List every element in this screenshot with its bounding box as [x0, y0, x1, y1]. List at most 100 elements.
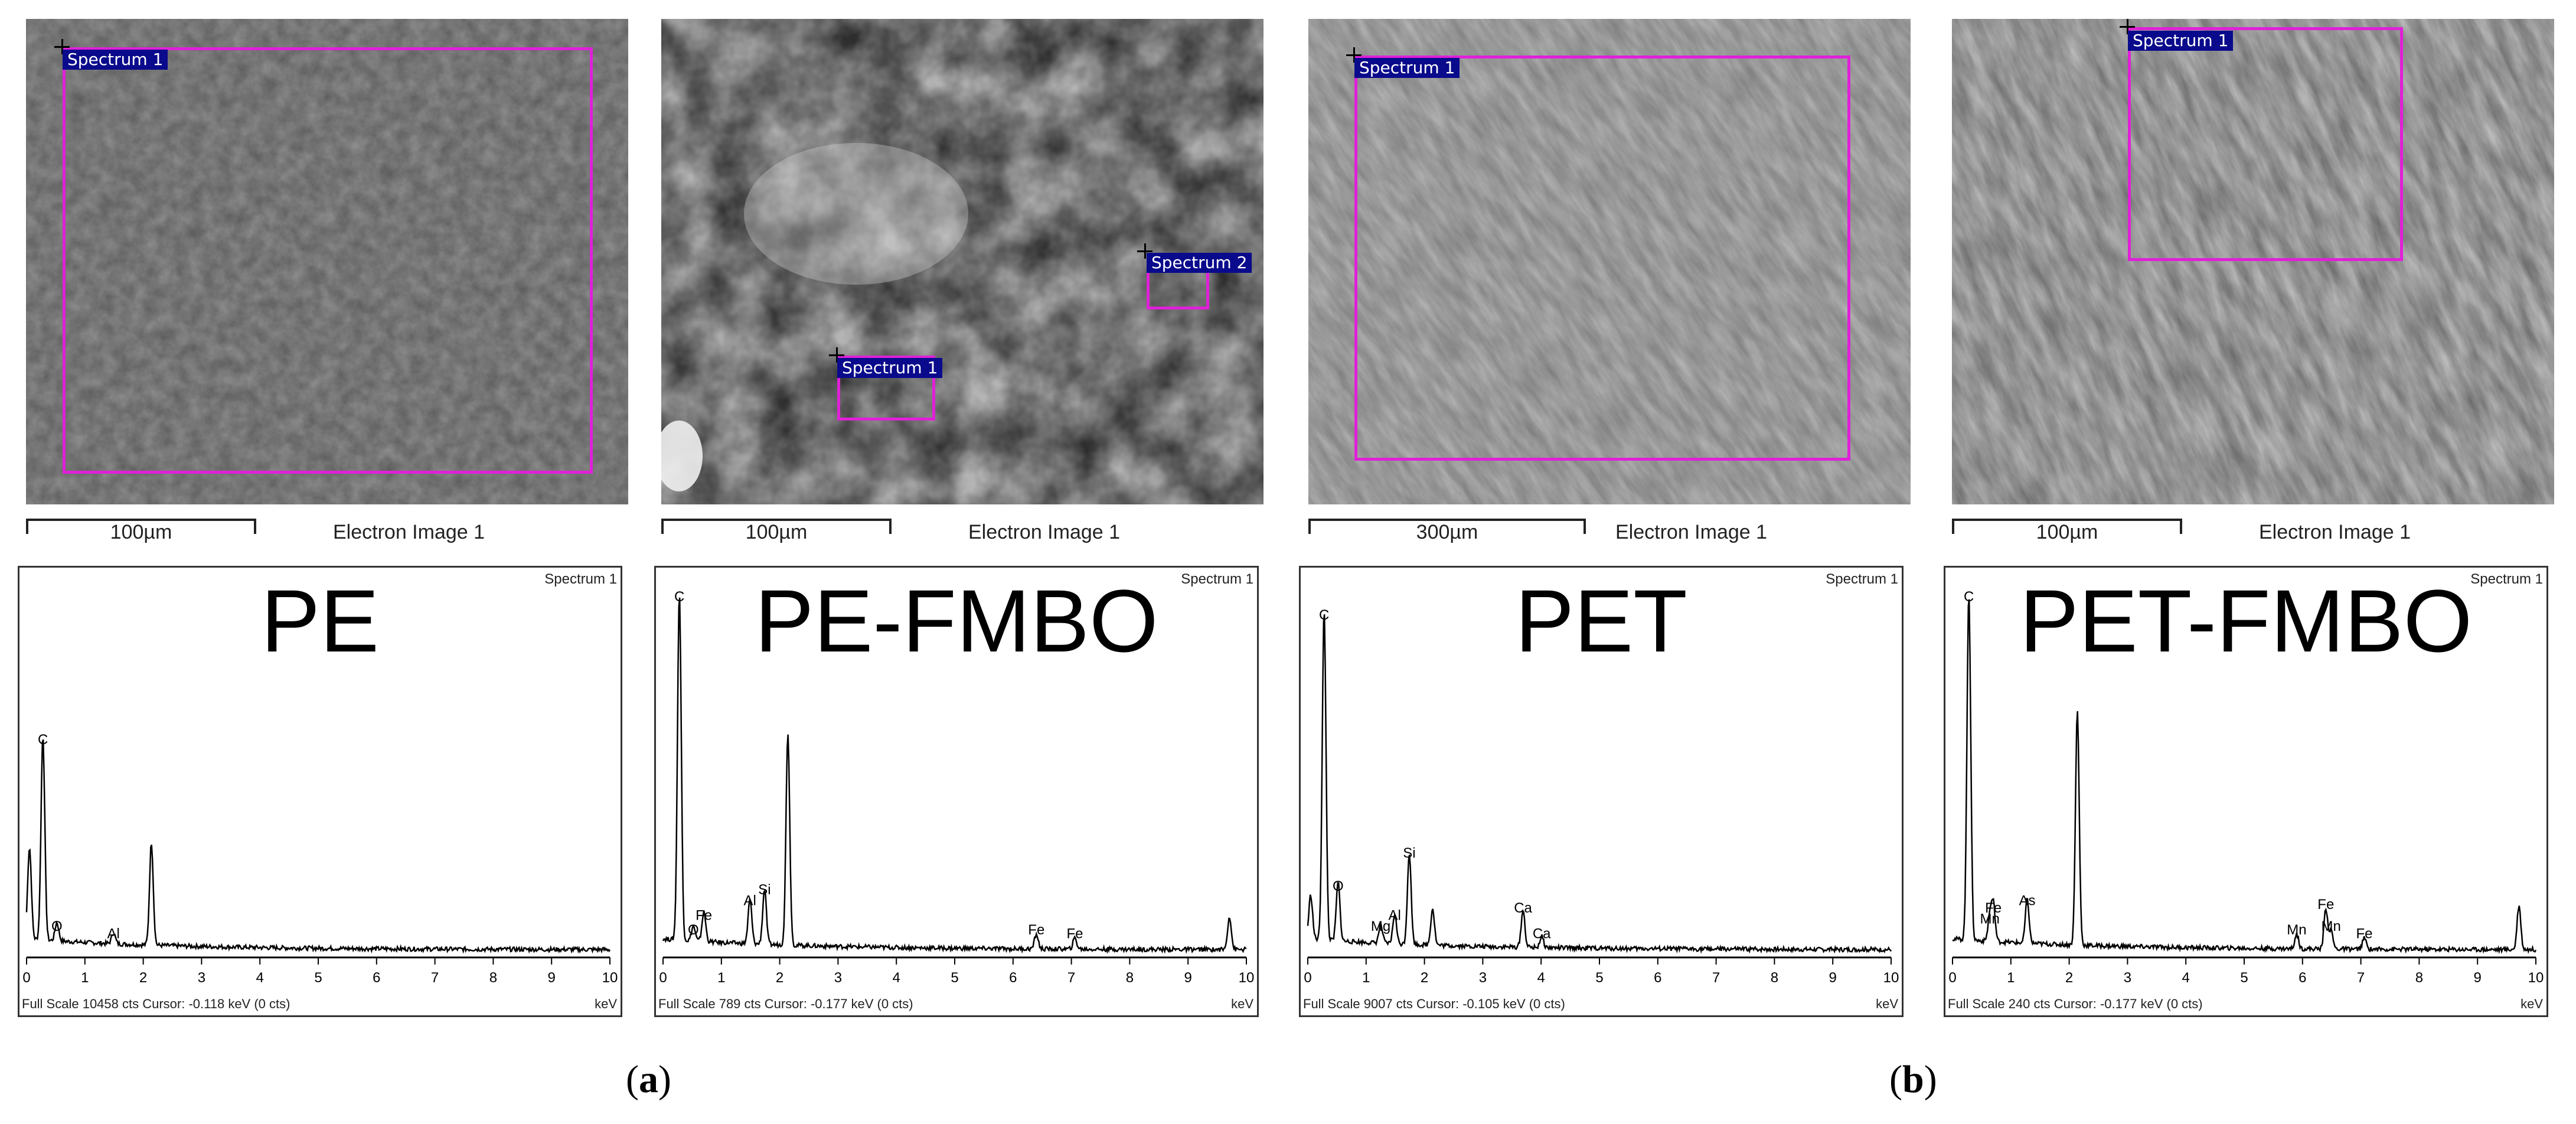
peak-label: Si: [758, 882, 770, 898]
x-tick-label: 3: [2124, 970, 2131, 986]
peak-label: C: [1964, 589, 1974, 605]
spectrum-footer: Full Scale 9007 cts Cursor: -0.105 keV (…: [1303, 996, 1565, 1011]
x-tick-label: 2: [1421, 970, 1428, 986]
x-tick-label: 5: [314, 970, 322, 986]
peak-label: Al: [744, 893, 756, 909]
scale-row: 100µm Electron Image 1: [661, 513, 1263, 543]
image-label: Electron Image 1: [333, 521, 485, 543]
x-tick-label: 5: [2240, 970, 2248, 986]
panel-label-b: (b): [1889, 1058, 1937, 1101]
x-tick-label: 0: [659, 970, 667, 986]
scale-label: 100µm: [2036, 521, 2098, 543]
spectrum-line: [25, 739, 611, 954]
peak-label: Fe: [2317, 897, 2334, 913]
x-tick-label: 6: [2299, 970, 2306, 986]
x-tick-label: 7: [1067, 970, 1075, 986]
x-tick-label: 6: [373, 970, 380, 986]
scale-bar: [661, 519, 892, 534]
sem-texture: [1308, 19, 1911, 504]
x-tick-label: 8: [1126, 970, 1134, 986]
x-tick-label: 6: [1009, 970, 1017, 986]
x-tick-label: 5: [951, 970, 958, 986]
image-label: Electron Image 1: [2259, 521, 2411, 543]
sem-image-pe-fmbo: Spectrum 2 Spectrum 1: [661, 19, 1263, 504]
spectrum-roi: [837, 356, 935, 421]
peak-label: O: [1333, 878, 1344, 894]
eds-spectrum-pe-fmbo: PE-FMBO Spectrum 1 0 1 2 3 4 5 6 7 8 9 10 C O Fe Al Si F…: [654, 566, 1259, 1017]
spectrum-corner-label: Spectrum 1: [1826, 571, 1898, 587]
x-tick-label: 2: [776, 970, 783, 986]
x-tick-label: 10: [602, 970, 618, 986]
sem-texture: [1952, 19, 2554, 504]
axis-unit: keV: [595, 996, 617, 1011]
spectrum-footer: Full Scale 10458 cts Cursor: -0.118 keV …: [22, 996, 290, 1011]
scale-bar: [26, 519, 256, 534]
cross-marker: [829, 347, 844, 363]
x-tick-label: 1: [2007, 970, 2015, 986]
x-tick-label: 7: [2357, 970, 2365, 986]
x-tick-label: 4: [1537, 970, 1545, 986]
x-tick-label: 1: [1362, 970, 1370, 986]
spectrum-corner-label: Spectrum 1: [1181, 571, 1253, 587]
eds-spectrum-pet-fmbo: PET-FMBO Spectrum 1 0 1 2 3 4 5 6 7 8 9 10 C Mn Fe As M…: [1944, 566, 2548, 1017]
x-tick-label: 8: [1771, 970, 1778, 986]
cross-marker: [1137, 243, 1152, 259]
x-tick-label: 9: [1829, 970, 1837, 986]
peak-label: Mn: [2322, 918, 2341, 934]
x-tick-label: 8: [2415, 970, 2423, 986]
peak-label: As: [2019, 893, 2035, 909]
x-tick-label: 9: [2474, 970, 2482, 986]
x-tick-label: 10: [1883, 970, 1899, 986]
x-tick-label: 4: [256, 970, 264, 986]
scale-row: 100µm Electron Image 1: [26, 513, 628, 543]
x-tick-label: 2: [2065, 970, 2073, 986]
spectrum-tag: Spectrum 1: [2128, 31, 2234, 51]
peak-label: Fe: [696, 907, 712, 923]
sem-texture: [661, 19, 1263, 504]
x-tick-label: 9: [1184, 970, 1192, 986]
panel-label-a: (a): [626, 1058, 671, 1101]
scale-row: 300µm Electron Image 1: [1308, 513, 1911, 543]
spectrum-title: PET: [1515, 571, 1687, 670]
x-tick-label: 8: [489, 970, 497, 986]
spectrum-tag: Spectrum 2: [1147, 253, 1252, 273]
spectrum-corner-label: Spectrum 1: [2470, 571, 2543, 587]
eds-spectrum-pe: PE Spectrum 1 0 1 2 3 4 5 6 7 8 9 10 C O Al Full Scal…: [18, 566, 622, 1017]
axis-unit: keV: [1876, 996, 1898, 1011]
sem-image-pet-fmbo: Spectrum 1: [1952, 19, 2554, 504]
scale-label: 100µm: [110, 521, 172, 543]
x-tick-label: 10: [2528, 970, 2544, 986]
peak-label: Fe: [1028, 922, 1044, 938]
scale-bar: [1308, 519, 1586, 534]
peak-label: Mn: [2287, 922, 2306, 938]
cross-marker: [2120, 19, 2135, 34]
cross-marker: [1346, 47, 1362, 63]
peak-label: Mg: [1371, 918, 1390, 934]
spectrum-line: [662, 597, 1247, 954]
sem-image-pe: Spectrum 1: [26, 19, 628, 504]
spectrum-footer: Full Scale 789 cts Cursor: -0.177 keV (0…: [658, 996, 913, 1011]
peak-label: Al: [107, 926, 120, 941]
peak-label: C: [38, 732, 48, 748]
x-tick-label: 7: [431, 970, 439, 986]
scale-label: 100µm: [745, 521, 808, 543]
x-tick-label: 0: [22, 970, 30, 986]
x-tick-label: 7: [1712, 970, 1720, 986]
x-tick-label: 4: [893, 970, 900, 986]
image-label: Electron Image 1: [968, 521, 1121, 543]
spectrum-title: PE-FMBO: [755, 571, 1158, 670]
spectrum-plot: 0 1 2 3 4 5 6 7 8 9 10 C O Al: [22, 732, 618, 986]
peak-label: O: [51, 918, 63, 934]
eds-spectrum-pet: PET Spectrum 1 0 1 2 3 4 5 6 7 8 9 10 C O Mg Al Si Ca Ca …: [1299, 566, 1904, 1017]
peak-label: Fe: [2356, 926, 2373, 941]
axis-unit: keV: [1231, 996, 1253, 1011]
peak-label: Fe: [1067, 926, 1083, 941]
sem-image-pet: Spectrum 1: [1308, 19, 1911, 504]
x-tick-label: 3: [1479, 970, 1487, 986]
spectrum-tag: Spectrum 1: [837, 358, 943, 378]
image-label: Electron Image 1: [1615, 521, 1768, 543]
x-tick-label: 10: [1239, 970, 1255, 986]
scale-bar: [1952, 519, 2182, 534]
spectrum-line: [1307, 614, 1892, 954]
